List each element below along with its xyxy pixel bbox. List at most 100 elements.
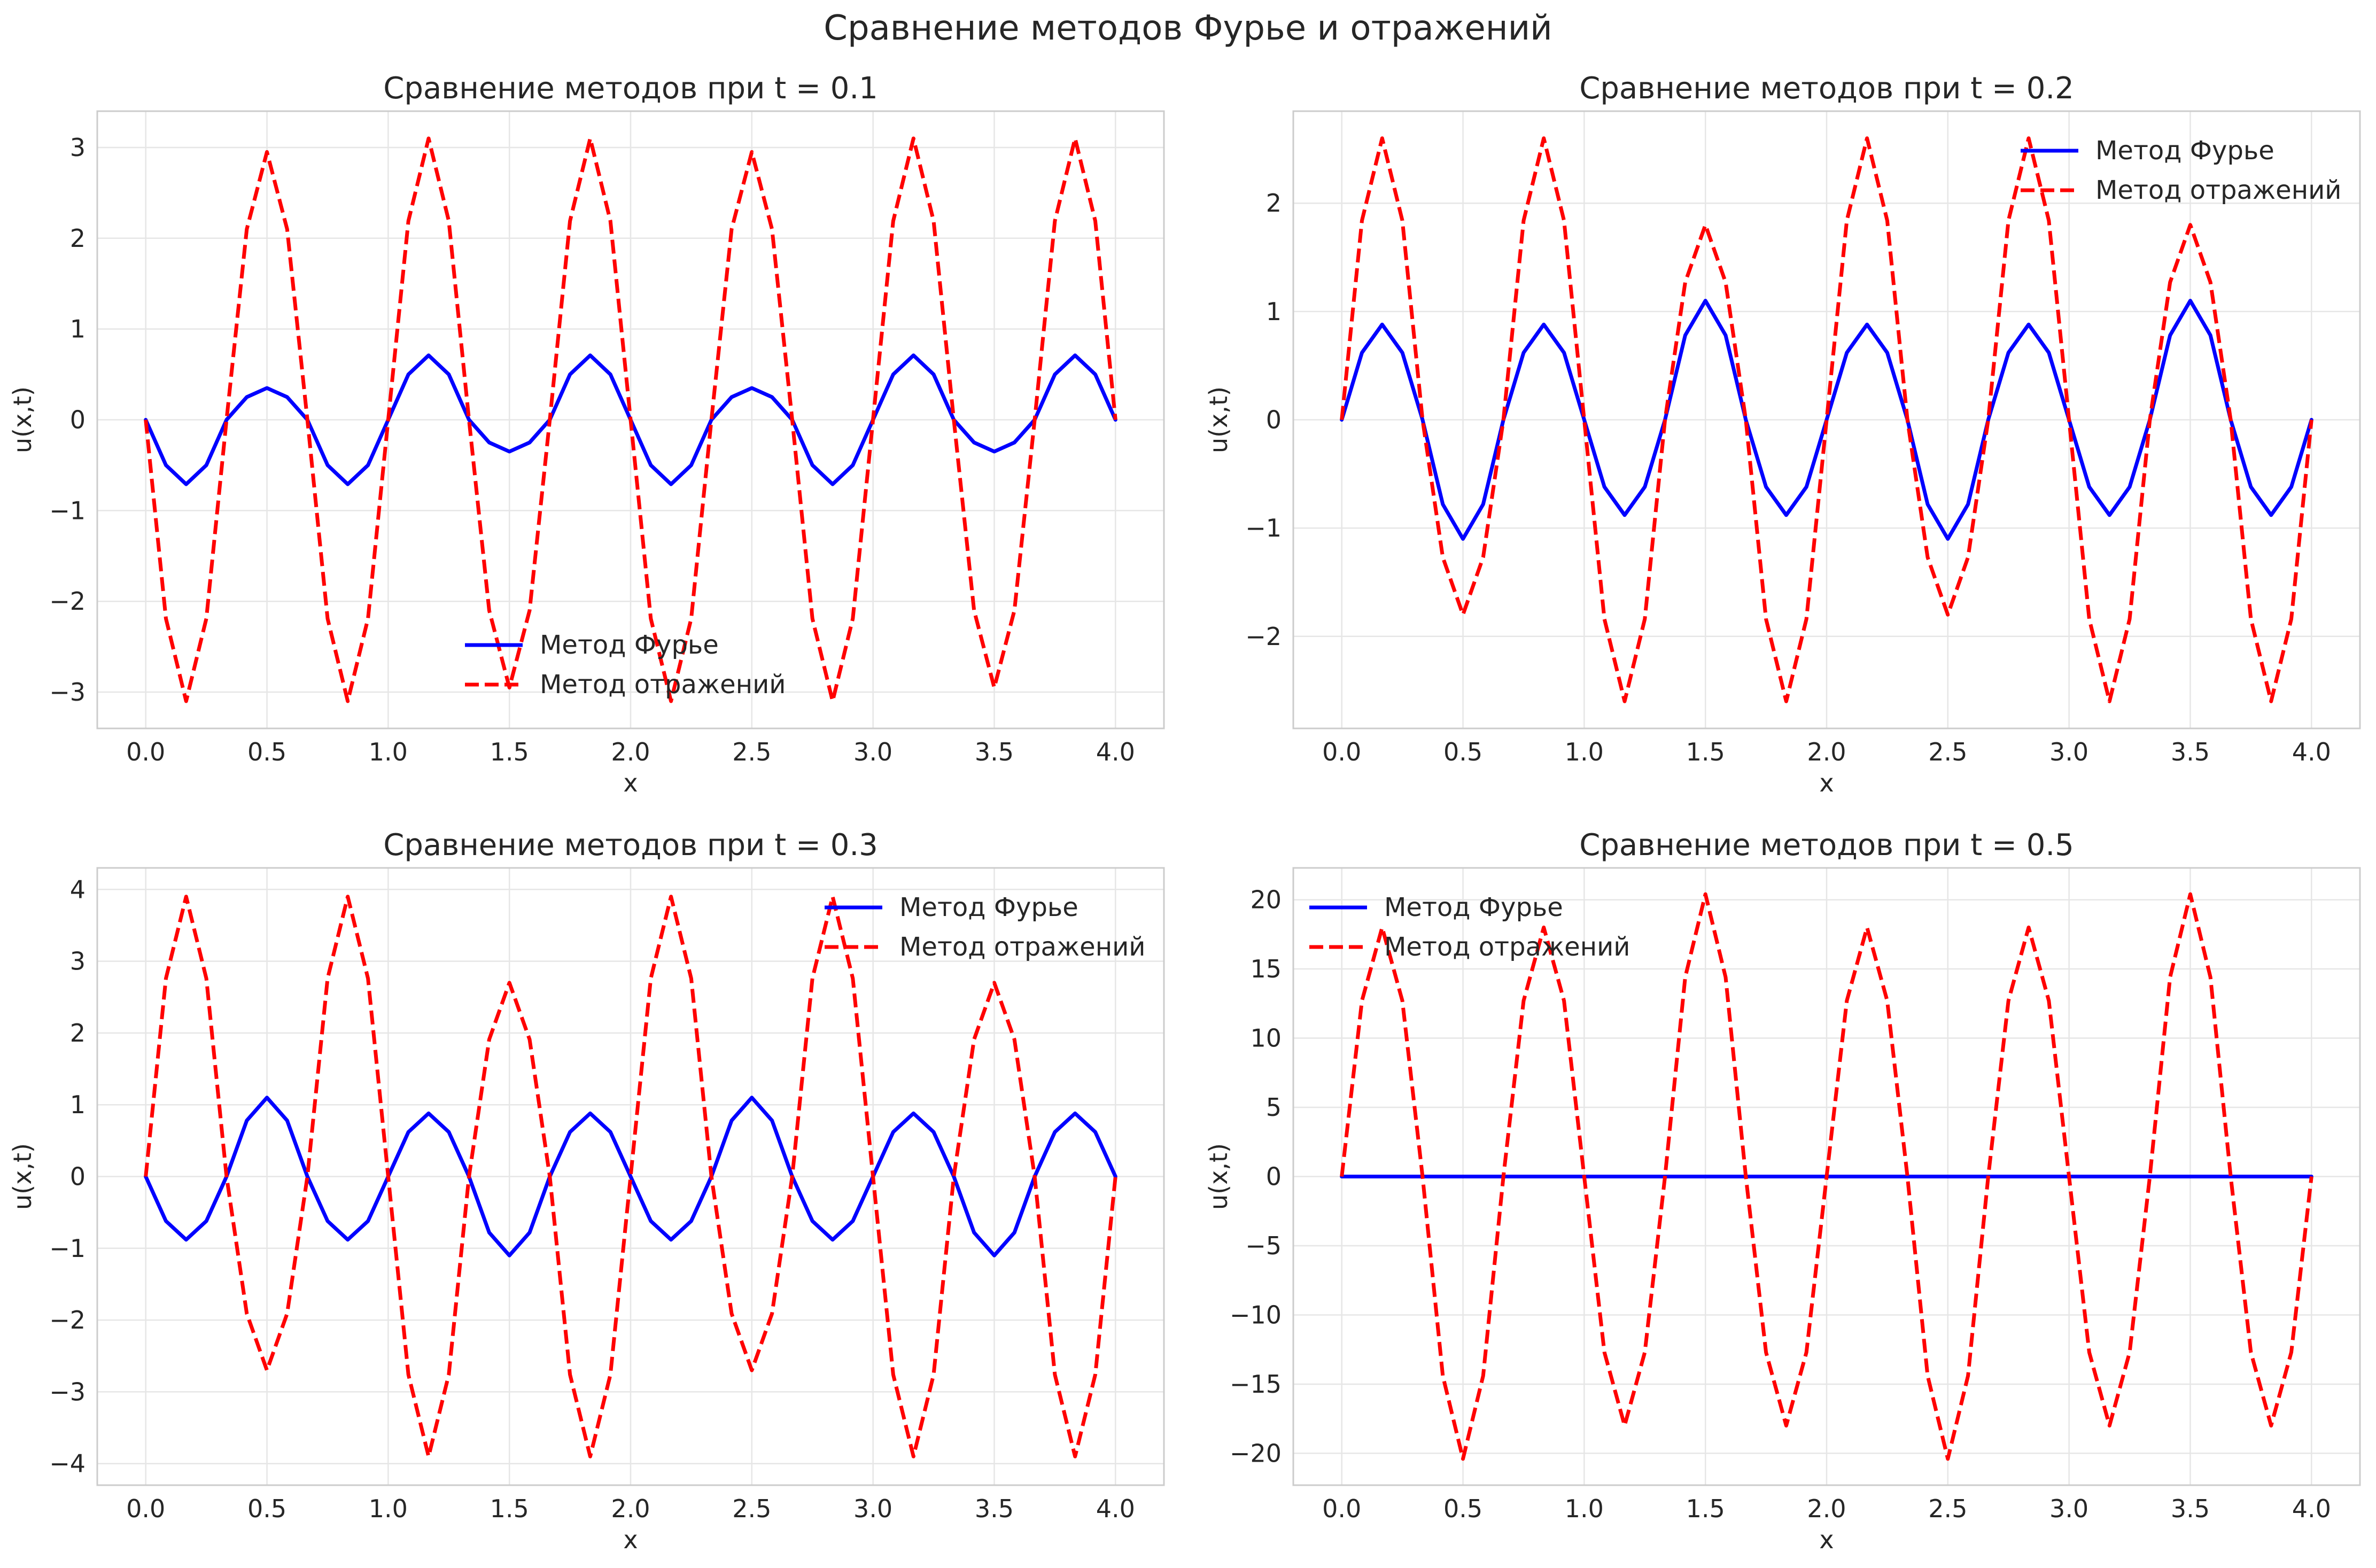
x-tick-label: 3.5	[2171, 738, 2210, 766]
y-tick-label: 0	[1266, 406, 1282, 434]
y-tick-label: 1	[70, 1090, 86, 1119]
y-tick-label: 1	[70, 315, 86, 344]
y-tick-label: 0	[70, 1162, 86, 1191]
reflection-series-line	[1340, 892, 2313, 1461]
axes-frame	[96, 867, 1165, 1486]
x-tick-label: 2.0	[1807, 738, 1846, 766]
x-tick-label: 1.0	[369, 738, 408, 766]
y-tick-label: 3	[70, 133, 86, 162]
subplot-4: 0.0 0.5 1.0 1.5 2.0 2.5 3.0 3.5 4.0 −20 −15 −10 −5 0 5…	[1204, 828, 2361, 1554]
y-tick-label: −10	[1230, 1300, 1282, 1329]
x-tick-label: 1.0	[1565, 1494, 1604, 1523]
axes-frame	[1292, 867, 2361, 1486]
x-tick-label: 1.5	[1686, 738, 1725, 766]
x-tick-label: 3.5	[975, 1494, 1014, 1523]
x-tick-label: 0.0	[126, 1494, 165, 1523]
y-tick-label: 20	[1250, 886, 1282, 914]
subplot-title: Сравнение методов при t = 0.2	[1579, 71, 2074, 106]
axes-frame	[96, 110, 1165, 729]
x-tick-label: 2.0	[1807, 1494, 1846, 1523]
x-tick-label: 1.0	[369, 1494, 408, 1523]
x-tick-label: 2.5	[732, 738, 771, 766]
y-tick-label: −2	[1245, 622, 1282, 651]
subplot-1: 0.0 0.5 1.0 1.5 2.0 2.5 3.0 3.5 4.0 −3 −2 −1 0 1 2 3 Сра…	[8, 71, 1165, 797]
x-tick-label: 2.5	[1928, 738, 1967, 766]
x-tick-label: 1.5	[490, 1494, 529, 1523]
y-tick-label: 3	[70, 947, 86, 976]
y-tick-label: −4	[49, 1449, 86, 1478]
x-axis-label: x	[623, 769, 638, 797]
legend-reflection-label: Метод отражений	[1384, 932, 1630, 962]
legend-reflection-label: Метод отражений	[540, 670, 786, 700]
reflection-series-line	[144, 136, 1117, 703]
y-tick-label: −1	[1245, 514, 1282, 542]
y-tick-label: 0	[1266, 1162, 1282, 1191]
x-tick-label: 3.5	[2171, 1494, 2210, 1523]
figure-title: Сравнение методов Фурье и отражений	[824, 9, 1552, 48]
x-tick-label: 1.5	[490, 738, 529, 766]
x-tick-label: 3.0	[853, 1494, 892, 1523]
y-tick-label: 2	[1266, 189, 1282, 218]
x-tick-label: 0.0	[1322, 738, 1361, 766]
subplot-grid: 0.0 0.5 1.0 1.5 2.0 2.5 3.0 3.5 4.0−3−2−10123Сра…	[8, 71, 2361, 1554]
y-axis-label: u(x,t)	[8, 386, 37, 453]
x-tick-label: 3.0	[2049, 1494, 2088, 1523]
legend: Метод Фурье Метод отражений	[2021, 136, 2341, 205]
legend: Метод Фурье Метод отражений	[465, 630, 786, 700]
y-tick-label: 15	[1250, 954, 1282, 983]
y-tick-label: 10	[1250, 1024, 1282, 1053]
x-tick-label: 2.5	[732, 1494, 771, 1523]
subplot-title: Сравнение методов при t = 0.1	[383, 71, 878, 106]
y-tick-label: 5	[1266, 1093, 1282, 1122]
y-axis-label: u(x,t)	[1204, 386, 1233, 453]
x-tick-label: 2.0	[611, 1494, 650, 1523]
x-tick-label: 0.0	[1322, 1494, 1361, 1523]
legend-reflection-label: Метод отражений	[2095, 175, 2341, 205]
y-tick-label: −5	[1245, 1231, 1282, 1260]
subplot-3: 0.0 0.5 1.0 1.5 2.0 2.5 3.0 3.5 4.0 −4 −3 −2 −1 0 1 2 3 4…	[8, 828, 1165, 1554]
x-tick-label: 4.0	[2292, 1494, 2331, 1523]
x-tick-label: 4.0	[2292, 738, 2331, 766]
y-tick-label: 1	[1266, 297, 1282, 326]
x-axis-label: x	[1819, 1525, 1834, 1554]
x-tick-label: 4.0	[1096, 738, 1135, 766]
x-tick-label: 3.0	[2049, 738, 2088, 766]
y-tick-label: 4	[70, 875, 86, 904]
x-tick-label: 2.5	[1928, 1494, 1967, 1523]
y-tick-label: −1	[49, 1234, 86, 1263]
x-axis-label: x	[623, 1525, 638, 1554]
legend: Метод Фурье Метод отражений	[1309, 892, 1630, 962]
x-tick-label: 0.0	[126, 738, 165, 766]
legend: Метод Фурье Метод отражений	[825, 892, 1145, 962]
x-tick-label: 4.0	[1096, 1494, 1135, 1523]
subplot-title: Сравнение методов при t = 0.3	[383, 828, 878, 863]
y-tick-label: −2	[49, 1306, 86, 1334]
y-tick-label: −3	[49, 678, 86, 707]
y-tick-label: −3	[49, 1377, 86, 1406]
subplot-2: 0.0 0.5 1.0 1.5 2.0 2.5 3.0 3.5 4.0 −2 −1 0 1 2 Сравне…	[1204, 71, 2361, 797]
y-tick-label: 2	[70, 1019, 86, 1047]
x-tick-label: 1.0	[1565, 738, 1604, 766]
y-tick-label: 2	[70, 224, 86, 253]
x-axis-label: x	[1819, 769, 1834, 797]
y-axis-label: u(x,t)	[8, 1143, 37, 1210]
axes-frame	[1292, 110, 2361, 729]
legend-fourier-label: Метод Фурье	[1384, 892, 1563, 922]
y-tick-label: −15	[1230, 1370, 1282, 1399]
x-tick-label: 0.5	[1443, 1494, 1482, 1523]
legend-fourier-label: Метод Фурье	[899, 892, 1078, 922]
x-tick-label: 3.5	[975, 738, 1014, 766]
fourier-series-line	[144, 1096, 1117, 1257]
x-tick-label: 0.5	[1443, 738, 1482, 766]
y-tick-label: −2	[49, 587, 86, 616]
y-tick-label: 0	[70, 406, 86, 434]
reflection-series-line	[1340, 136, 2313, 703]
x-tick-label: 0.5	[247, 738, 286, 766]
y-tick-label: −1	[49, 496, 86, 525]
x-tick-label: 3.0	[853, 738, 892, 766]
y-axis-label: u(x,t)	[1204, 1143, 1233, 1210]
x-tick-label: 2.0	[611, 738, 650, 766]
legend-fourier-label: Метод Фурье	[2095, 136, 2274, 166]
legend-fourier-label: Метод Фурье	[540, 630, 719, 660]
